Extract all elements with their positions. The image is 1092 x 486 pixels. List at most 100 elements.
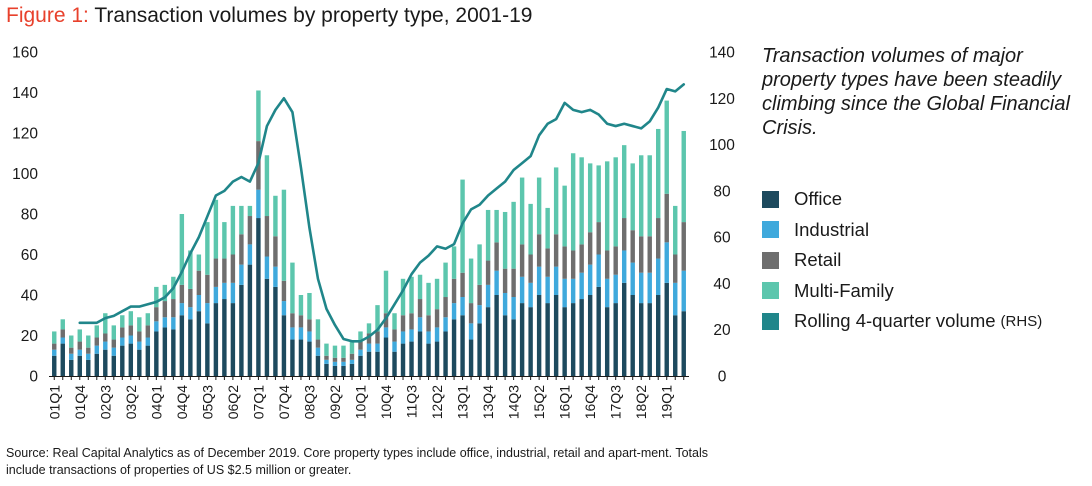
right-y-axis: 0 20 40 60 80 100 120 140	[709, 45, 735, 386]
bar-industrial-11q1	[392, 341, 397, 352]
x-tick-label: 14Q3	[506, 385, 522, 419]
bar-multi-family-05q2	[196, 254, 202, 271]
bar-industrial-19q1	[664, 242, 669, 283]
bar-office-06q2	[230, 303, 236, 376]
bar-retail-17q2	[604, 250, 610, 279]
bar-industrial-04q3	[171, 317, 176, 330]
bar-multi-family-06q4	[247, 205, 253, 217]
bar-multi-family-15q3	[545, 207, 550, 249]
bar-retail-09q2	[332, 357, 338, 362]
bar-office-04q3	[171, 329, 176, 376]
bar-industrial-12q2	[434, 327, 440, 342]
bar-multi-family-10q4	[383, 270, 389, 314]
bar-retail-12q2	[434, 309, 440, 328]
bar-retail-01q3	[69, 347, 74, 354]
bar-retail-03q4	[145, 325, 151, 338]
bar-industrial-09q3	[341, 361, 346, 366]
bar-office-16q4	[587, 295, 593, 376]
bar-office-07q2	[264, 278, 270, 376]
legend-item-industrial: Industrial	[762, 215, 1042, 246]
bar-multi-family-12q1	[426, 282, 431, 316]
bar-industrial-08q2	[298, 327, 304, 340]
bar-multi-family-05q4	[213, 199, 219, 259]
bar-office-18q1	[630, 295, 635, 376]
bar-office-01q1	[52, 355, 57, 376]
stacked-bars	[52, 90, 686, 377]
bar-multi-family-11q1	[392, 313, 397, 330]
bar-multi-family-04q1	[154, 286, 159, 308]
x-tick-label: 01Q4	[72, 385, 88, 419]
bar-multi-family-11q2	[400, 278, 406, 316]
bar-multi-family-12q2	[434, 278, 440, 310]
legend-label: Multi-Family	[794, 279, 894, 301]
bar-office-08q4	[315, 355, 321, 376]
bar-industrial-06q2	[230, 282, 236, 304]
bar-multi-family-19q1	[664, 100, 669, 194]
bar-industrial-15q1	[528, 282, 533, 308]
bar-industrial-16q4	[587, 264, 593, 296]
x-tick-label: 04Q4	[174, 385, 190, 419]
bar-multi-family-12q4	[451, 246, 457, 279]
bar-office-12q1	[426, 343, 431, 376]
bar-office-19q1	[664, 282, 669, 376]
left-y-tick-label: 140	[12, 85, 38, 102]
bar-industrial-01q4	[77, 349, 82, 356]
bar-industrial-11q4	[417, 317, 423, 332]
bar-retail-15q4	[553, 234, 559, 267]
bar-retail-16q2	[570, 250, 576, 279]
bar-multi-family-10q3	[375, 305, 380, 332]
bar-office-15q2	[536, 295, 542, 376]
x-tick-label: 18Q2	[633, 385, 649, 419]
bar-office-05q3	[205, 323, 210, 376]
bar-retail-16q4	[587, 232, 593, 265]
legend-item-office: Office	[762, 184, 1042, 215]
right-y-tick-label: 0	[718, 369, 727, 386]
bar-industrial-18q1	[630, 262, 635, 295]
bar-retail-08q4	[315, 339, 321, 348]
bar-retail-01q4	[77, 341, 82, 350]
bar-industrial-12q3	[443, 317, 448, 332]
bar-industrial-03q3	[137, 341, 142, 350]
bar-office-14q2	[502, 315, 508, 376]
bar-retail-13q3	[477, 284, 482, 306]
bar-industrial-18q3	[647, 272, 652, 304]
bar-industrial-15q3	[545, 276, 550, 304]
bar-industrial-15q4	[553, 266, 559, 295]
bar-retail-07q4	[281, 280, 287, 302]
right-y-tick-label: 60	[713, 230, 731, 247]
bar-retail-17q3	[613, 246, 618, 275]
x-tick-label: 06Q2	[225, 385, 241, 419]
bar-multi-family-18q1	[630, 163, 635, 231]
rolling-4-quarter-volume-line	[78, 83, 686, 343]
bar-office-17q1	[596, 286, 601, 376]
bar-retail-11q2	[400, 315, 406, 332]
bar-office-18q4	[656, 295, 661, 376]
bar-industrial-07q1	[256, 189, 261, 219]
source-note: Source: Real Capital Analytics as of Dec…	[6, 446, 708, 477]
x-tick-label: 07Q4	[276, 385, 292, 419]
bar-office-12q2	[434, 341, 440, 376]
bar-industrial-10q1	[358, 349, 363, 356]
bar-retail-13q4	[485, 260, 491, 285]
chart-plot: 0 20 40 60 80 100 120 140 160 0 20 40 60 80 100 120 140…	[12, 45, 735, 420]
x-tick-label: 12Q2	[429, 385, 445, 419]
bar-multi-family-17q2	[604, 161, 610, 251]
legend-swatch	[762, 251, 779, 269]
bar-retail-06q2	[230, 254, 236, 283]
left-y-tick-label: 100	[12, 166, 38, 183]
bar-multi-family-17q1	[596, 165, 601, 223]
bar-retail-04q1	[154, 307, 159, 322]
bar-office-09q4	[349, 363, 355, 376]
bar-office-14q4	[519, 303, 525, 376]
bar-office-07q4	[281, 315, 287, 376]
bar-industrial-10q3	[375, 343, 380, 352]
x-tick-label: 07Q1	[250, 385, 266, 419]
bar-office-15q4	[553, 295, 559, 376]
bar-retail-07q3	[273, 236, 278, 267]
rolling-volume-line	[78, 83, 686, 343]
x-tick-label: 02Q3	[97, 385, 113, 419]
legend-suffix: (RHS)	[1000, 312, 1043, 330]
bar-office-05q2	[196, 311, 202, 376]
bar-multi-family-07q1	[256, 90, 261, 142]
bar-office-01q3	[69, 359, 74, 376]
